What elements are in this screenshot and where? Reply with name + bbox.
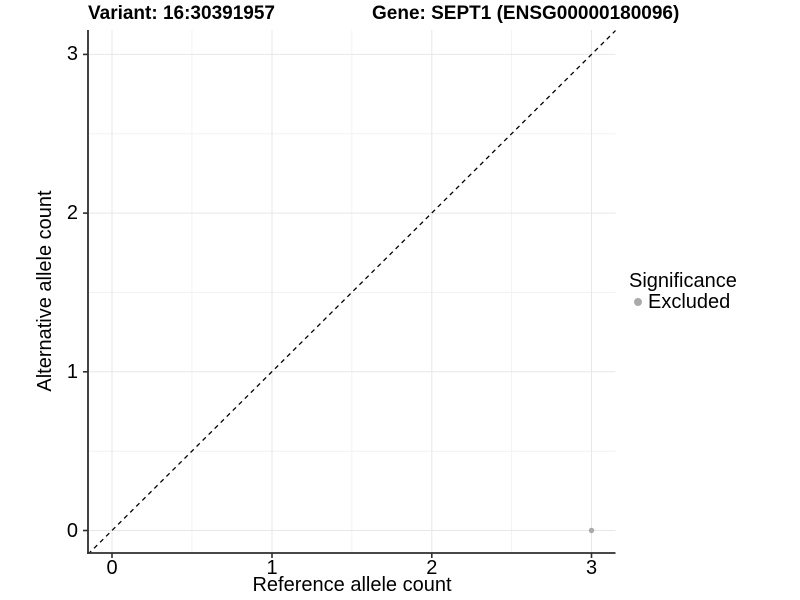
y-axis-title: Alternative allele count bbox=[34, 190, 56, 392]
axis-ticks bbox=[83, 53, 593, 558]
grid-major bbox=[88, 30, 616, 553]
variant-title: Variant: 16:30391957 bbox=[88, 3, 275, 24]
data-point bbox=[588, 527, 595, 534]
y-tick-label-3: 3 bbox=[66, 43, 78, 66]
y-tick-label-1: 1 bbox=[66, 360, 78, 383]
x-axis-title: Reference allele count bbox=[252, 574, 452, 596]
axis-lines bbox=[87, 30, 616, 554]
y-tick-label-2: 2 bbox=[66, 202, 78, 225]
y-tick-label-0: 0 bbox=[66, 519, 78, 542]
legend-title: Significance bbox=[629, 270, 737, 292]
x-tick-label-0: 0 bbox=[106, 557, 118, 579]
x-tick-label-3: 3 bbox=[585, 557, 598, 579]
legend-item-excluded: Excluded bbox=[634, 292, 730, 312]
x-tick-label-1: 1 bbox=[266, 557, 278, 579]
gene-title: Gene: SEPT1 (ENSG00000180096) bbox=[372, 3, 680, 24]
legend-item-label: Excluded bbox=[648, 291, 731, 313]
grid-minor bbox=[88, 30, 616, 553]
x-tick-label-2: 2 bbox=[426, 557, 438, 579]
legend-point-icon bbox=[634, 298, 642, 306]
